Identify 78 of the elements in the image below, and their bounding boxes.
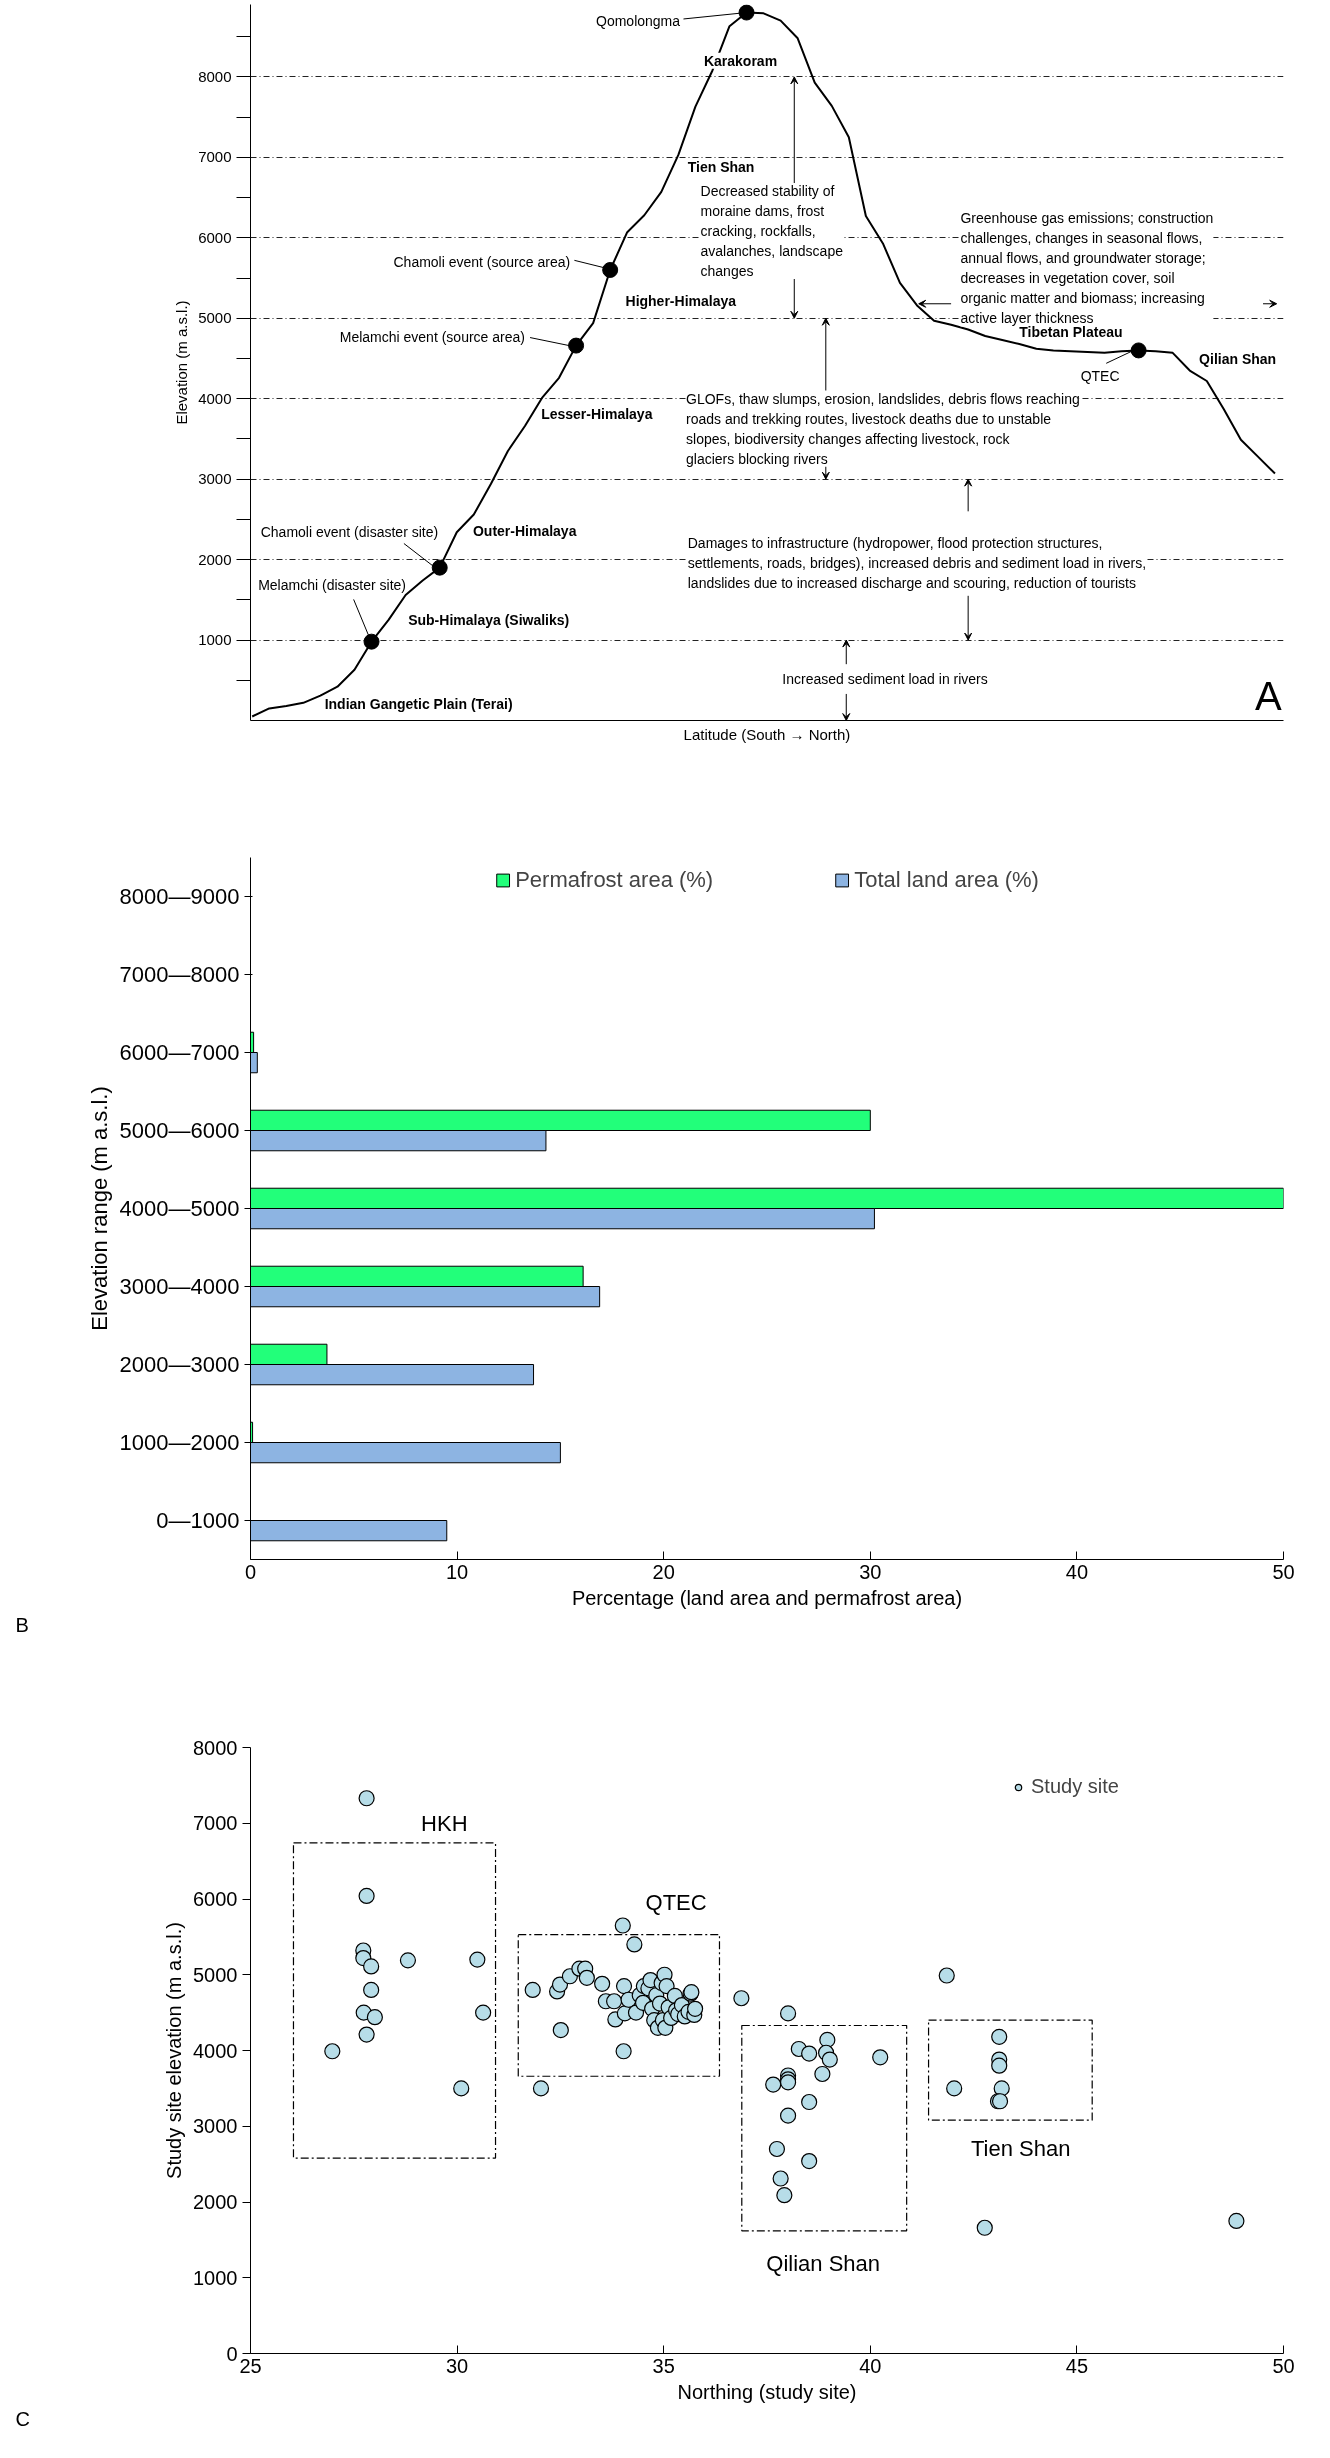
- y-tick-label: 3000: [193, 2115, 238, 2138]
- annotation: Qomolongma: [596, 12, 681, 29]
- y-tick-label: 6000: [198, 228, 232, 246]
- point: [738, 4, 755, 21]
- x-tick-label: 25: [239, 2354, 262, 2377]
- y-tick-label: 5000—6000: [119, 1118, 240, 1143]
- y-tick-label: 3000—4000: [119, 1274, 240, 1299]
- y-tick-label: 6000—7000: [119, 1040, 240, 1065]
- y-tick-label: 2000—3000: [119, 1352, 240, 1377]
- x-tick-label: 40: [1065, 1560, 1089, 1583]
- y-tick-label: 7000: [198, 148, 232, 166]
- annotation: A: [1255, 674, 1283, 719]
- y-tick-label: 0—1000: [156, 1508, 240, 1533]
- y-tick-label: 3000: [198, 470, 232, 488]
- annotation: Karakoram: [703, 52, 778, 69]
- y-tick-label: 2000: [193, 2191, 238, 2213]
- x-tick-label: 10: [445, 1560, 469, 1583]
- annotation: Melamchi event (source area): [339, 328, 525, 345]
- x-tick-label: 20: [652, 1560, 675, 1583]
- annotation: Sub-Himalaya (Siwaliks): [408, 612, 570, 629]
- x-tick-label: 50: [1272, 1560, 1295, 1583]
- annotation: HKH: [421, 1810, 468, 1836]
- y-tick-label: 5000: [198, 309, 232, 327]
- x-axis-title: Northing (study site): [677, 2380, 857, 2403]
- annotation: Increased sediment load in rivers: [782, 670, 988, 687]
- legend-label: Study site: [1031, 1775, 1119, 1798]
- annotation: Chamoli event (source area): [393, 253, 571, 270]
- annotation: Higher-Himalaya: [625, 292, 737, 309]
- x-tick-label: 40: [859, 2354, 882, 2377]
- y-axis-title: Elevation range (m a.s.l.): [86, 1086, 112, 1331]
- y-tick-label: 7000—8000: [119, 962, 240, 987]
- annotation: QTEC: [645, 1889, 707, 1915]
- point: [602, 262, 619, 278]
- y-tick-label: 4000: [193, 2039, 238, 2062]
- annotation: Tien Shan: [970, 2135, 1071, 2161]
- point: [1130, 342, 1147, 359]
- y-tick-label: 7000: [193, 1812, 238, 1835]
- x-tick-label: 0: [244, 1560, 257, 1583]
- y-tick-label: 1000—2000: [119, 1430, 240, 1455]
- text: C: [15, 2407, 30, 2430]
- annotation: Indian Gangetic Plain (Terai): [324, 696, 513, 713]
- annotation: GLOFs, thaw slumps, erosion, landslides, debris flows reaching roads and trekking routes, livestock deaths due to unstable slopes, biodiversity changes affecting livestock, rock glaciers blocking rivers: [686, 390, 1080, 467]
- y-tick-label: 4000: [198, 389, 232, 407]
- x-tick-label: 35: [652, 2354, 675, 2377]
- annotation: Greenhouse gas emissions; construction challenges, changes in seasonal flows, annual flows, and groundwater storage; decreases in vegetation cover, soil organic matter and biomass; increasing active layer thickness: [960, 210, 1214, 327]
- point: [431, 559, 448, 576]
- annotation: QTEC: [1080, 368, 1120, 385]
- text: B: [15, 1613, 29, 1636]
- y-tick-label: 8000: [193, 1736, 238, 1759]
- y-axis-title: Study site elevation (m a.s.l.): [163, 1922, 186, 2179]
- y-tick-label: 1000: [193, 2266, 238, 2289]
- point: [363, 633, 380, 650]
- y-tick-label: 2000: [198, 550, 232, 568]
- annotation: Lesser-Himalaya: [541, 405, 653, 422]
- annotation: Damages to infrastructure (hydropower, flood protection structures, settlements, roads, bridges), increased debris and sediment load in rivers, landslides due to increased discharge and scouring, reduction of tourists: [687, 535, 1147, 592]
- y-tick-label: 4000—5000: [119, 1196, 240, 1221]
- legend-label: Total land area (%): [854, 867, 1039, 893]
- y-tick-label: 6000: [193, 1888, 238, 1910]
- x-tick-label: 45: [1065, 2354, 1089, 2377]
- annotation: Outer-Himalaya: [472, 523, 577, 540]
- annotation: Qilian Shan: [1199, 351, 1277, 368]
- annotation: Tien Shan: [687, 159, 755, 176]
- annotation: Chamoli event (disaster site): [260, 524, 439, 541]
- x-axis-title: Percentage (land area and permafrost area): [571, 1586, 963, 1609]
- y-tick-label: 8000—9000: [119, 884, 240, 909]
- annotation: Melamchi (disaster site): [258, 576, 406, 593]
- y-tick-label: 1000: [198, 631, 232, 649]
- x-tick-label: 30: [859, 1560, 882, 1583]
- annotation: Decreased stability of moraine dams, frost cracking, rockfalls, avalanches, landscape changes: [700, 183, 844, 280]
- x-tick-label: 30: [445, 2354, 469, 2377]
- point: [568, 337, 585, 354]
- annotation: Qilian Shan: [766, 2250, 881, 2276]
- legend-label: Permafrost area (%): [515, 867, 714, 893]
- y-tick-label: 8000: [198, 67, 232, 85]
- x-tick-label: 50: [1272, 2354, 1295, 2377]
- y-axis-title: Elevation (m a.s.l.): [173, 300, 191, 425]
- x-axis-title: Latitude (South → North): [683, 725, 851, 743]
- y-tick-label: 5000: [193, 1963, 238, 1986]
